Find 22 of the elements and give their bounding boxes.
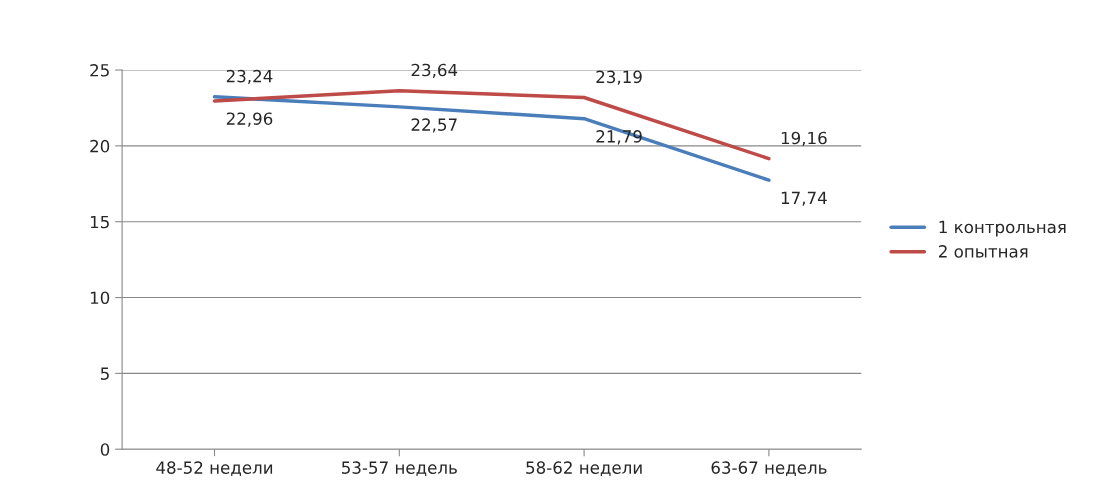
y-tick-label: 10 — [90, 291, 110, 305]
y-tick-label: 20 — [90, 139, 110, 153]
data-label: 23,64 — [411, 63, 458, 79]
x-tick-label: 58-62 недели — [526, 461, 642, 476]
line-series — [212, 94, 771, 182]
y-tick-label: 0 — [100, 443, 110, 456]
data-label: 19,16 — [781, 131, 827, 146]
y-tick-label: 25 — [90, 64, 109, 77]
data-label: 17,74 — [781, 191, 827, 206]
data-label: 22,96 — [226, 112, 273, 127]
y-tick-label: 5 — [100, 367, 109, 380]
legend-label: 1 контрольная — [939, 220, 1066, 237]
data-label: 23,24 — [226, 69, 273, 85]
legend-label: 2 опытная — [938, 245, 1028, 258]
x-tick-label: 53-57 недель — [342, 461, 457, 476]
data-label: 23,19 — [596, 70, 642, 85]
y-tick-label: 15 — [90, 215, 109, 229]
x-tick-label: 48-52 недели — [156, 461, 273, 476]
x-tick-label: 63-67 недель — [711, 461, 827, 476]
data-label: 21,79 — [596, 130, 642, 145]
data-label: 22,57 — [411, 118, 457, 133]
line-series — [212, 88, 771, 161]
